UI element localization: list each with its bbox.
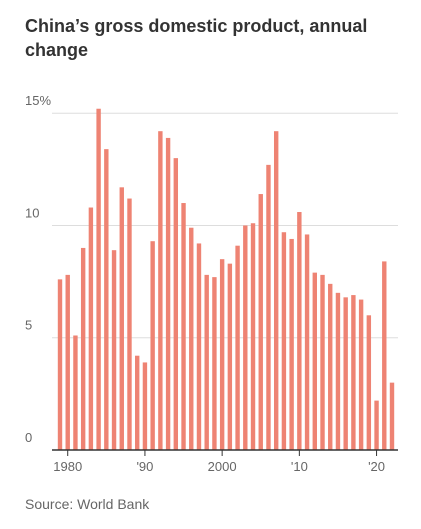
bar [273, 131, 279, 450]
bar [389, 382, 395, 450]
y-tick-label: 0 [25, 430, 32, 445]
bar [243, 225, 248, 450]
bar [135, 355, 140, 450]
bar [366, 315, 372, 450]
bar [343, 297, 348, 450]
bar [289, 238, 294, 450]
bar [312, 272, 317, 450]
bar [150, 241, 155, 450]
x-tick-label: '20 [368, 459, 385, 474]
bar [258, 194, 263, 450]
bar [328, 283, 333, 450]
bar [212, 277, 217, 450]
chart-title: China’s gross domestic product, annual c… [25, 16, 368, 60]
bar [158, 131, 163, 450]
bar [142, 362, 148, 450]
bar [204, 274, 209, 450]
bar [235, 245, 240, 450]
bar [173, 158, 179, 450]
x-tick-label: 1980 [53, 459, 82, 474]
bar [335, 292, 341, 450]
bar [266, 164, 271, 451]
y-tick-label: 10 [25, 205, 39, 220]
bar [88, 207, 94, 450]
bar [304, 234, 310, 450]
bar [189, 227, 194, 450]
bar [73, 335, 78, 450]
bar [250, 223, 256, 450]
source: Source: World Bank [25, 496, 150, 512]
bar [104, 149, 109, 451]
bar [165, 137, 171, 450]
bar [297, 212, 302, 450]
y-tick-label: 5 [25, 318, 32, 333]
bar [111, 250, 117, 450]
bar [227, 263, 233, 450]
bar [80, 247, 86, 450]
bar [119, 187, 124, 450]
bar [219, 259, 225, 450]
bar [65, 274, 70, 450]
x-tick-label: 2000 [208, 459, 237, 474]
bar [181, 203, 186, 450]
y-tick-label: 15% [25, 93, 51, 108]
bar [96, 108, 101, 451]
x-tick-label: '10 [291, 459, 308, 474]
bar [127, 198, 132, 450]
bar [320, 274, 325, 450]
bar [351, 295, 356, 450]
bar [382, 261, 387, 450]
bar [281, 232, 287, 450]
bar [196, 243, 202, 450]
bar [358, 299, 364, 450]
bar [57, 279, 63, 450]
bar [374, 400, 379, 450]
x-tick-label: '90 [136, 459, 153, 474]
